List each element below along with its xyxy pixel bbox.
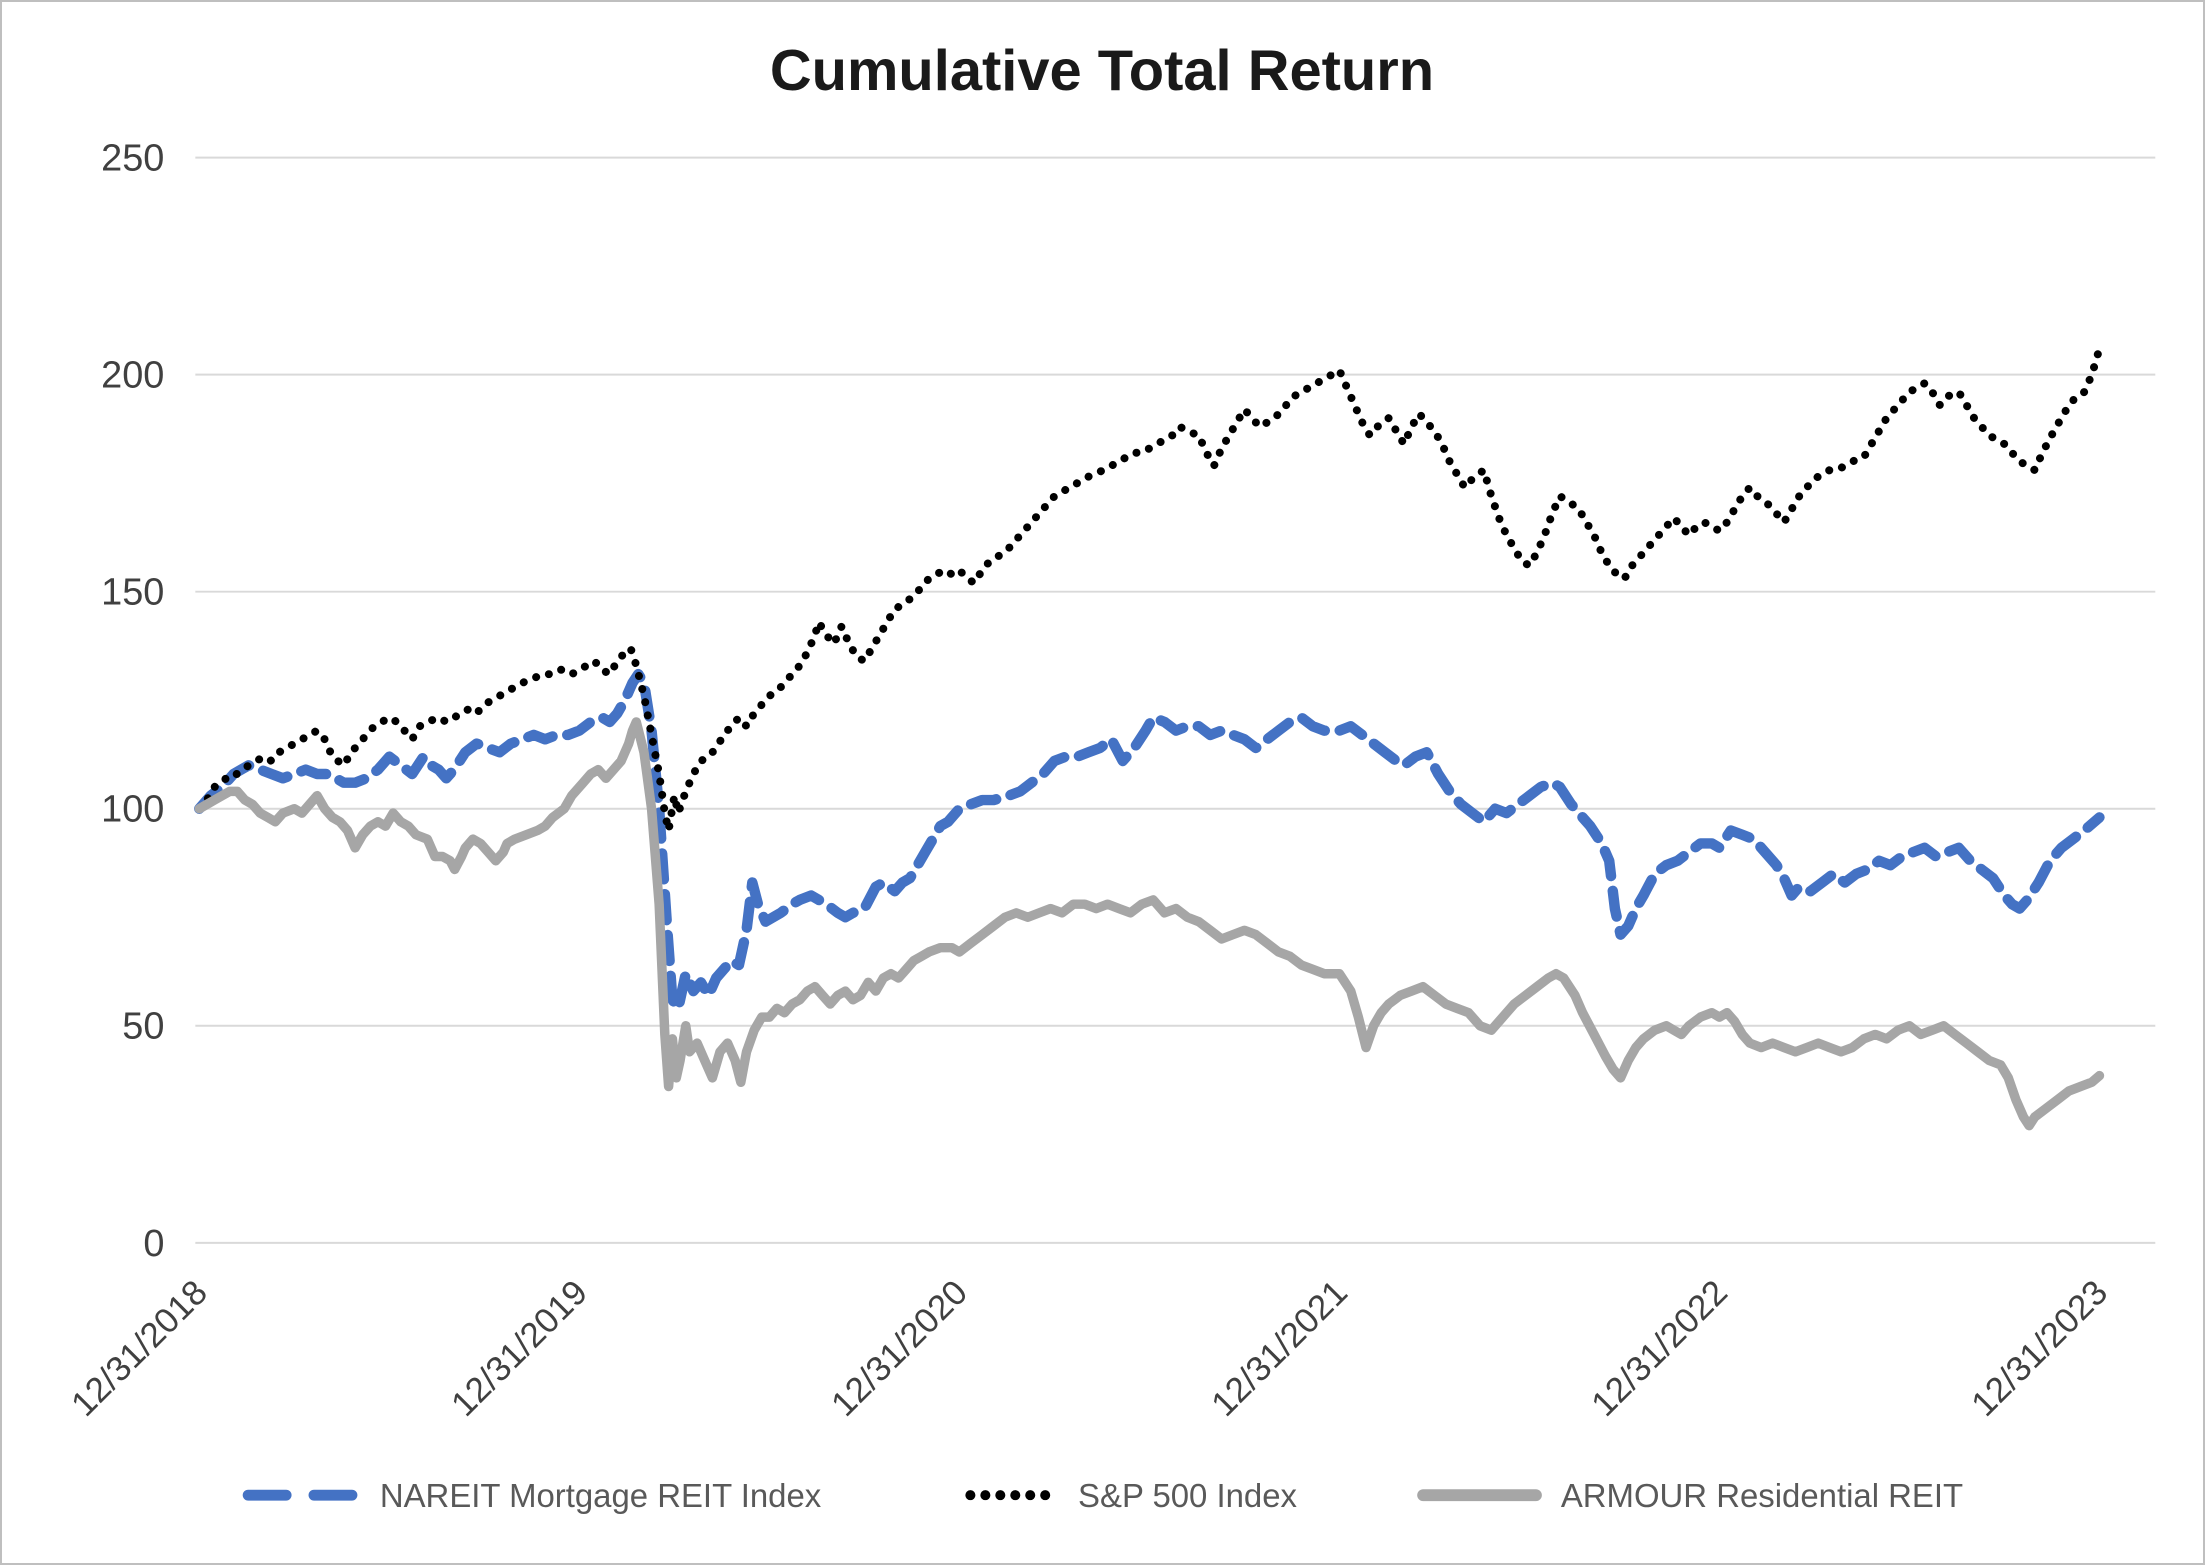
series-line-1 [195,344,2104,835]
y-tick-label-200: 200 [101,355,164,397]
y-tick-label-150: 150 [101,572,164,614]
legend: NAREIT Mortgage REIT Index S&P 500 Index… [242,1477,1963,1514]
y-tick-label-50: 50 [122,1006,164,1048]
chart-title: Cumulative Total Return [770,39,1434,103]
y-tick-label-100: 100 [101,789,164,831]
y-tick-label-0: 0 [143,1223,164,1265]
x-axis-labels: 12/31/2018 12/31/2019 12/31/2020 12/31/2021… [64,1273,2115,1424]
legend-label-sp500: S&P 500 Index [1078,1477,1297,1514]
x-tick-label-1: 12/31/2019 [444,1273,595,1424]
y-tick-label-250: 250 [101,138,164,180]
x-tick-label-2: 12/31/2020 [824,1273,975,1424]
gridlines [195,156,2156,1244]
legend-label-nareit: NAREIT Mortgage REIT Index [380,1477,822,1514]
series-lines [194,344,2105,1131]
x-tick-label-3: 12/31/2021 [1204,1273,1355,1424]
x-tick-label-0: 12/31/2018 [64,1273,215,1424]
series-line-0 [194,668,2105,1014]
series-line-2 [194,717,2105,1131]
x-tick-label-4: 12/31/2022 [1584,1273,1735,1424]
x-tick-label-5: 12/31/2023 [1964,1273,2115,1424]
legend-label-armour: ARMOUR Residential REIT [1561,1477,1963,1514]
y-axis-labels: 0 50 100 150 200 250 [101,138,164,1265]
